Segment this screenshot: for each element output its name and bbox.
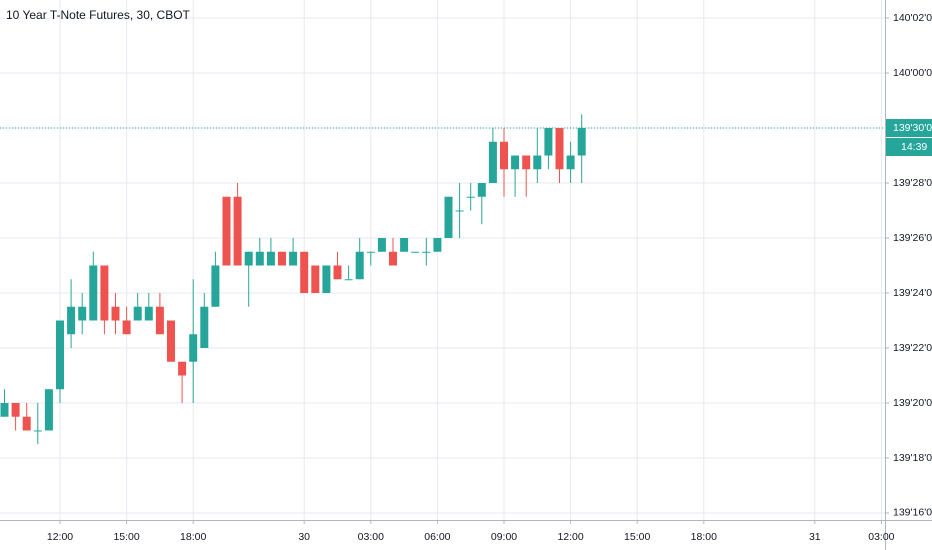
candle-body [278,251,286,266]
candle-body [211,265,220,307]
candle-body [466,196,475,198]
x-tick-label: 18:00 [180,531,206,543]
candle-body [178,361,187,376]
candle-body [155,306,164,335]
countdown-box [886,138,932,157]
candle-body [366,251,375,253]
candle-body [300,251,309,293]
candle-body [167,320,175,362]
x-tick-label: 30 [298,531,310,543]
candle-body [311,265,320,293]
candle-body [233,196,242,266]
candle-body [122,320,131,335]
y-tick-label: 139'18'0 [893,452,932,464]
candle-body [444,196,453,239]
candle-body [44,389,53,431]
candle-body [455,210,464,212]
candle-body [422,251,431,253]
candle-body [222,196,231,266]
candle-body [488,141,497,184]
candle-body [189,334,198,362]
x-tick-label: 15:00 [624,531,650,543]
candle-body [255,251,264,266]
candle-body [111,306,120,321]
candle-body [22,416,31,431]
x-tick-label: 18:00 [691,531,717,543]
y-tick-label: 139'24'0 [893,287,932,299]
candle-body [244,251,253,266]
candle-body [200,306,209,348]
candle-body [522,155,531,170]
candle-body [400,238,409,252]
candle-body [11,402,20,417]
candle-body [56,320,64,390]
x-tick-label: 12:00 [47,531,73,543]
last-price-box [886,119,932,138]
candle-body [67,306,76,335]
x-tick-label: 06:00 [424,531,450,543]
candle-body [511,155,520,170]
x-tick-label: 03:00 [358,531,384,543]
x-tick-label: 12:00 [557,531,583,543]
candle-body [78,306,87,321]
y-tick-label: 140'02'0 [893,12,932,24]
x-tick-label: 31 [809,531,821,543]
candle-body [433,238,442,252]
y-tick-label: 139'22'0 [893,342,932,354]
candle-body [377,238,386,252]
candle-body [33,430,42,432]
candle-body [333,265,342,280]
x-tick-label: 09:00 [491,531,517,543]
candle-body [133,306,142,321]
y-tick-label: 139'20'0 [893,397,932,409]
chart-title: 10 Year T-Note Futures, 30, CBOT [6,8,191,22]
countdown-label: 14:39 [901,141,927,153]
last-price-label: 139'30'0 [893,122,932,134]
candle-body [289,251,298,266]
candle-body [266,251,275,266]
candle-body [477,183,486,197]
y-tick-label: 139'16'0 [893,507,932,519]
candle-body [555,128,564,170]
candle-body [577,128,586,156]
candle-body [411,251,420,253]
candle-body [389,251,397,266]
y-tick-label: 139'26'0 [893,232,932,244]
x-tick-label: 03:00 [868,531,894,543]
candle-body [89,265,98,321]
candle-body [533,155,542,170]
x-tick-label: 15:00 [113,531,139,543]
candle-body [544,128,553,156]
candle-body [322,265,331,293]
y-tick-label: 140'00'0 [893,67,932,79]
y-tick-label: 139'28'0 [893,177,932,189]
candle-body [355,251,364,280]
candle-body [500,141,508,170]
candle-body [0,402,9,417]
candle-body [100,265,109,321]
candle-body [566,155,575,170]
candle-body [344,279,353,281]
candle-body [144,306,153,321]
